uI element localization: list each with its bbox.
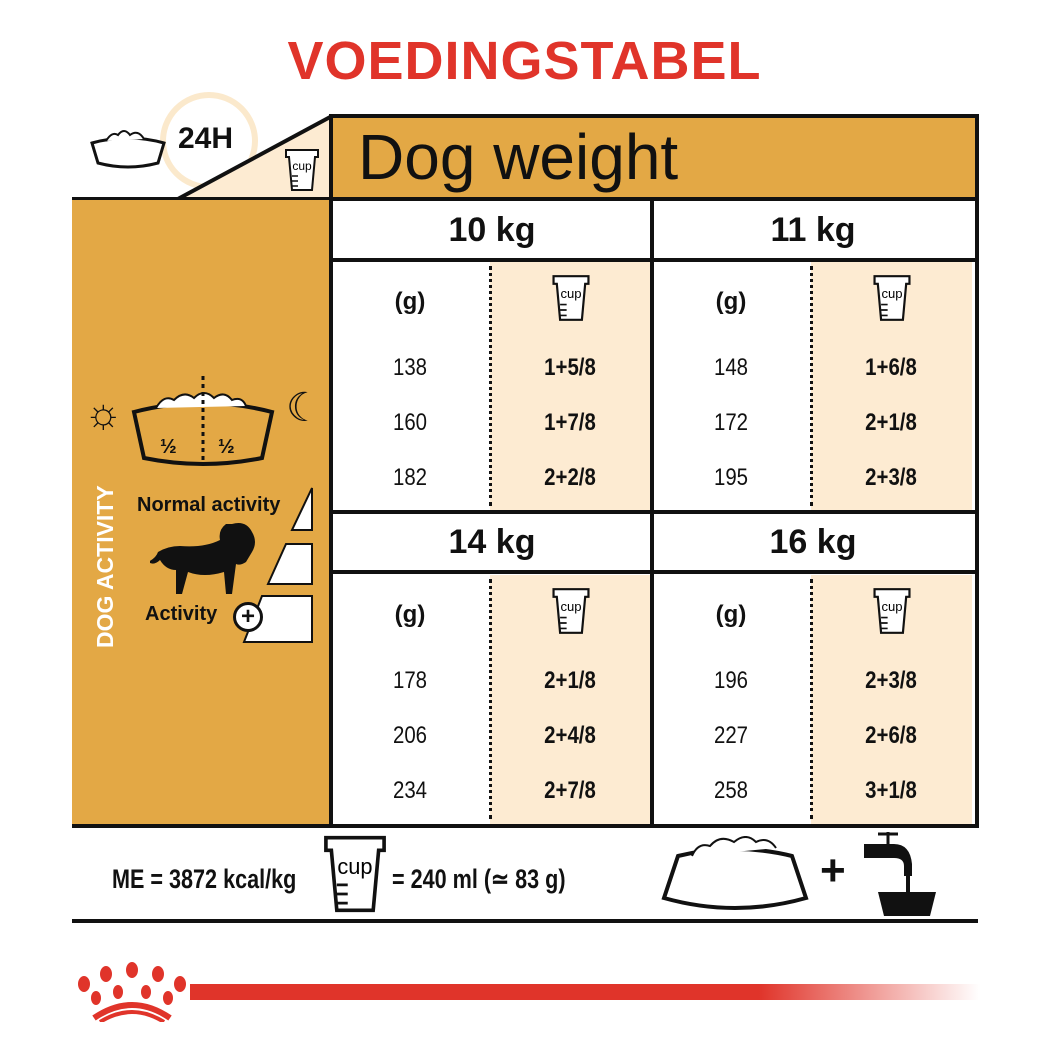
water-tap-icon bbox=[864, 832, 936, 916]
split-bowl-icon bbox=[131, 376, 275, 466]
cups-value: 2+4/8 bbox=[544, 722, 596, 749]
cups-value: 2+6/8 bbox=[865, 722, 917, 749]
weight-header: 11 kg bbox=[770, 211, 856, 249]
grams-value: 195 bbox=[713, 464, 749, 491]
dog-weight-title: Dog weight bbox=[358, 121, 679, 193]
activity-level-icon bbox=[242, 487, 313, 643]
weight-header: 16 kg bbox=[769, 523, 857, 561]
dog-activity-label: DOG ACTIVITY bbox=[92, 485, 118, 648]
grams-value: 227 bbox=[713, 722, 749, 749]
plus-circle-icon: + bbox=[233, 602, 263, 632]
plus-sign: + bbox=[820, 846, 846, 895]
grams-value: 138 bbox=[392, 354, 428, 381]
grams-value: 182 bbox=[392, 464, 428, 491]
royal-canin-crown-logo bbox=[78, 962, 186, 1022]
sun-icon: ☼ bbox=[84, 389, 123, 436]
svg-text:cup: cup bbox=[337, 854, 372, 879]
grams-value: 148 bbox=[713, 354, 749, 381]
activity-label: Activity bbox=[145, 603, 218, 625]
cups-value: 2+1/8 bbox=[544, 667, 596, 694]
cup-icon: cup bbox=[550, 587, 592, 640]
weight-header: 10 kg bbox=[448, 211, 536, 249]
grams-header: (g) bbox=[715, 601, 747, 628]
cups-value: 2+1/8 bbox=[865, 409, 917, 436]
brand-bar bbox=[190, 984, 980, 1000]
svg-text:cup: cup bbox=[560, 599, 581, 614]
side-panel bbox=[72, 200, 330, 825]
cups-value: 2+7/8 bbox=[544, 777, 596, 804]
cups-value: 1+5/8 bbox=[544, 354, 596, 381]
svg-text:cup: cup bbox=[881, 286, 902, 301]
grams-value: 196 bbox=[713, 667, 749, 694]
svg-text:cup: cup bbox=[292, 159, 312, 173]
half-right: ½ bbox=[218, 436, 235, 458]
cup-icon: cup bbox=[284, 148, 320, 192]
grams-value: 258 bbox=[713, 777, 749, 804]
grams-value: 234 bbox=[392, 777, 428, 804]
cups-value: 2+3/8 bbox=[865, 667, 917, 694]
food-bowl-icon bbox=[90, 130, 166, 169]
grams-header: (g) bbox=[715, 288, 747, 315]
grams-header: (g) bbox=[394, 288, 426, 315]
svg-text:cup: cup bbox=[560, 286, 581, 301]
cup-equivalent: = 240 ml (≃ 83 g) bbox=[392, 864, 566, 894]
moon-icon: ☾ bbox=[286, 386, 322, 430]
period-label: 24H bbox=[178, 122, 234, 155]
grams-value: 172 bbox=[713, 409, 749, 436]
cups-value: 1+6/8 bbox=[865, 354, 917, 381]
grams-value: 160 bbox=[392, 409, 428, 436]
cups-value: 2+2/8 bbox=[544, 464, 596, 491]
grams-value: 178 bbox=[392, 667, 428, 694]
cup-icon: cup bbox=[871, 274, 913, 327]
half-left: ½ bbox=[160, 436, 177, 458]
cup-icon: cup bbox=[550, 274, 592, 327]
cups-value: 2+3/8 bbox=[865, 464, 917, 491]
page-title: VOEDINGSTABEL bbox=[287, 31, 762, 91]
cup-icon: cup bbox=[871, 587, 913, 640]
food-bowl-icon bbox=[661, 836, 809, 910]
weight-header: 14 kg bbox=[448, 523, 536, 561]
dog-weight-header bbox=[333, 118, 977, 198]
dog-silhouette-icon bbox=[150, 523, 255, 594]
energy-label: ME = 3872 kcal/kg bbox=[112, 864, 297, 894]
cups-value: 3+1/8 bbox=[865, 777, 917, 804]
svg-text:cup: cup bbox=[881, 599, 902, 614]
cup-icon: cup bbox=[318, 834, 392, 919]
grams-value: 206 bbox=[392, 722, 428, 749]
cups-value: 1+7/8 bbox=[544, 409, 596, 436]
normal-activity-label: Normal activity bbox=[137, 494, 281, 516]
grams-header: (g) bbox=[394, 601, 426, 628]
